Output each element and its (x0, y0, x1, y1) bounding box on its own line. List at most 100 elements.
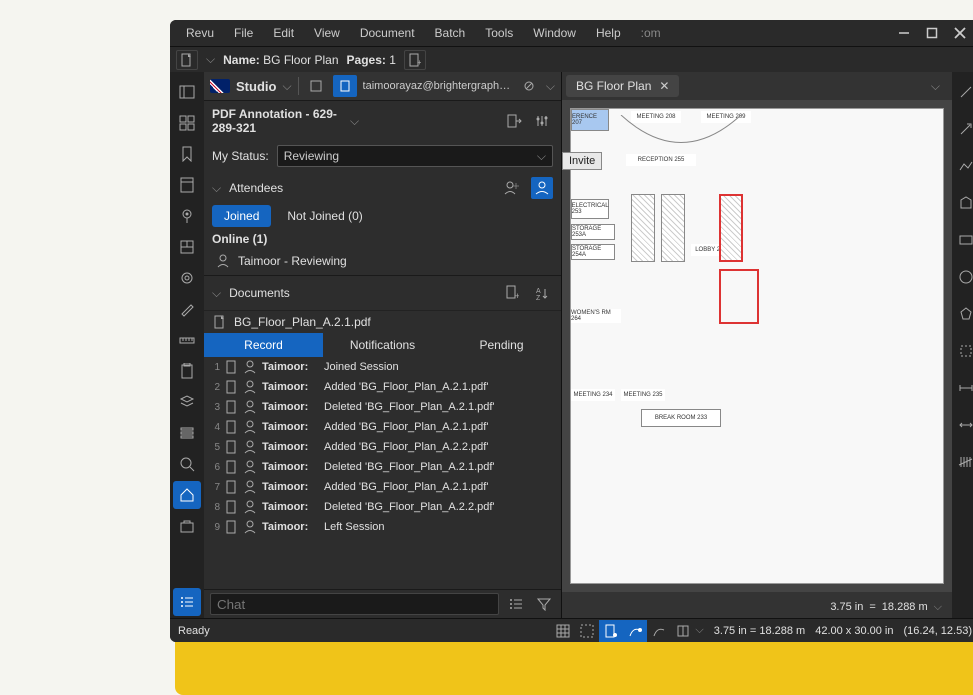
chevron-down-icon[interactable]: ⌵ (206, 52, 215, 67)
settings-sliders-icon[interactable] (531, 110, 553, 132)
add-attendee-icon[interactable] (501, 177, 523, 199)
record-item[interactable]: 4 Taimoor: Added 'BG_Floor_Plan_A.2.1.pd… (204, 417, 561, 437)
search-icon[interactable] (173, 450, 201, 478)
list-view-icon[interactable] (505, 593, 527, 615)
menu-file[interactable]: File (224, 22, 263, 44)
menu-view[interactable]: View (304, 22, 350, 44)
grid-toggle-icon[interactable] (551, 620, 575, 642)
record-item[interactable]: 9 Taimoor: Left Session (204, 517, 561, 537)
maximize-button[interactable] (918, 20, 946, 46)
record-item[interactable]: 3 Taimoor: Deleted 'BG_Floor_Plan_A.2.1.… (204, 397, 561, 417)
record-number: 4 (210, 422, 220, 433)
sync-icon[interactable] (671, 620, 695, 642)
snap-content-icon[interactable] (599, 620, 623, 642)
documents-label: Documents (229, 286, 493, 300)
tab-not-joined[interactable]: Not Joined (0) (275, 205, 374, 227)
document-tab[interactable]: BG Floor Plan ✕ (566, 75, 679, 97)
chevron-down-icon[interactable]: ⌵ (546, 79, 555, 94)
menu-revu[interactable]: Revu (176, 22, 224, 44)
bookmark-icon[interactable] (173, 140, 201, 168)
attendees-header[interactable]: ⌵ Attendees (204, 171, 561, 205)
menu-help[interactable]: Help (586, 22, 631, 44)
minimize-button[interactable] (890, 20, 918, 46)
chevron-down-icon[interactable]: ⌵ (350, 114, 359, 129)
filter-icon[interactable] (533, 593, 555, 615)
document-canvas[interactable]: ERENCE 207 MEETING 208 MEETING 209 RECEP… (562, 100, 952, 592)
rect-tool-icon[interactable] (952, 226, 973, 254)
snap-markup-icon[interactable] (623, 620, 647, 642)
document-icon[interactable] (176, 50, 198, 70)
menu-edit[interactable]: Edit (263, 22, 304, 44)
new-page-button[interactable]: + (404, 50, 426, 70)
leave-session-icon[interactable] (503, 110, 525, 132)
studio-home-icon[interactable] (173, 481, 201, 509)
polygon-tool-icon[interactable] (952, 300, 973, 328)
panel-toggle-icon[interactable] (173, 78, 201, 106)
thumbnails-icon[interactable] (173, 171, 201, 199)
record-item[interactable]: 5 Taimoor: Added 'BG_Floor_Plan_A.2.2.pd… (204, 437, 561, 457)
pen-icon[interactable] (173, 295, 201, 323)
floorplan-icon[interactable] (173, 233, 201, 261)
zoom-in-value: 3.75 in (830, 601, 863, 613)
circle-tool-icon[interactable] (952, 263, 973, 291)
documents-header[interactable]: ⌵ Documents + AZ (204, 275, 561, 310)
tab-joined[interactable]: Joined (212, 205, 271, 227)
menu-window[interactable]: Window (523, 22, 586, 44)
file-icon (214, 315, 226, 329)
crop-tool-icon[interactable] (952, 337, 973, 365)
session-icon[interactable] (333, 75, 357, 97)
close-tab-icon[interactable]: ✕ (659, 79, 669, 93)
fp-room: MEETING 234 (571, 389, 615, 401)
invite-attendee-icon[interactable] (531, 177, 553, 199)
attendee-item[interactable]: Taimoor - Reviewing (204, 251, 561, 271)
menu-tools[interactable]: Tools (475, 22, 523, 44)
list-icon[interactable] (173, 588, 201, 616)
chevron-down-icon[interactable]: ⌵ (695, 624, 703, 637)
line-tool-icon[interactable] (952, 78, 973, 106)
ruler-icon[interactable] (173, 326, 201, 354)
record-number: 5 (210, 442, 220, 453)
grid-icon[interactable] (173, 109, 201, 137)
svg-text:Z: Z (536, 295, 541, 300)
file-icon (226, 500, 238, 514)
record-item[interactable]: 6 Taimoor: Deleted 'BG_Floor_Plan_A.2.1.… (204, 457, 561, 477)
chat-row (204, 589, 561, 618)
stack-icon[interactable] (173, 419, 201, 447)
pin-icon[interactable] (173, 202, 201, 230)
document-item[interactable]: BG_Floor_Plan_A.2.1.pdf (204, 310, 561, 333)
tab-record[interactable]: Record (204, 333, 323, 357)
cut-tool-icon[interactable] (952, 411, 973, 439)
name-label: Name: BG Floor Plan (223, 53, 338, 67)
briefcase-icon[interactable] (173, 512, 201, 540)
svg-text:+: + (417, 58, 421, 67)
polyline-tool-icon[interactable] (952, 152, 973, 180)
add-document-icon[interactable]: + (501, 282, 523, 304)
clipboard-icon[interactable] (173, 357, 201, 385)
status-select[interactable]: Reviewing⌵ (277, 145, 553, 167)
chevron-down-icon[interactable]: ⌵ (923, 79, 948, 94)
layers-icon[interactable] (173, 388, 201, 416)
menu-document[interactable]: Document (350, 22, 425, 44)
count-tool-icon[interactable] (952, 448, 973, 476)
tab-notifications[interactable]: Notifications (323, 333, 442, 357)
user-icon[interactable] (305, 75, 327, 97)
sort-icon[interactable]: AZ (531, 282, 553, 304)
chevron-down-icon[interactable]: ⌵ (934, 601, 942, 614)
dimension-tool-icon[interactable] (952, 374, 973, 402)
record-item[interactable]: 2 Taimoor: Added 'BG_Floor_Plan_A.2.1.pd… (204, 377, 561, 397)
gear-icon[interactable] (173, 264, 201, 292)
record-item[interactable]: 8 Taimoor: Deleted 'BG_Floor_Plan_A.2.2.… (204, 497, 561, 517)
disconnect-icon[interactable] (518, 75, 540, 97)
arrow-tool-icon[interactable] (952, 115, 973, 143)
person-icon (244, 520, 256, 534)
snap-icon[interactable] (575, 620, 599, 642)
chat-input[interactable] (210, 593, 499, 615)
tab-pending[interactable]: Pending (442, 333, 561, 357)
shape-tool-icon[interactable] (952, 189, 973, 217)
menu-batch[interactable]: Batch (425, 22, 476, 44)
record-item[interactable]: 7 Taimoor: Added 'BG_Floor_Plan_A.2.1.pd… (204, 477, 561, 497)
reuse-icon[interactable] (647, 620, 671, 642)
close-button[interactable] (946, 20, 973, 46)
record-item[interactable]: 1 Taimoor: Joined Session (204, 357, 561, 377)
chevron-down-icon[interactable]: ⌵ (282, 79, 291, 94)
